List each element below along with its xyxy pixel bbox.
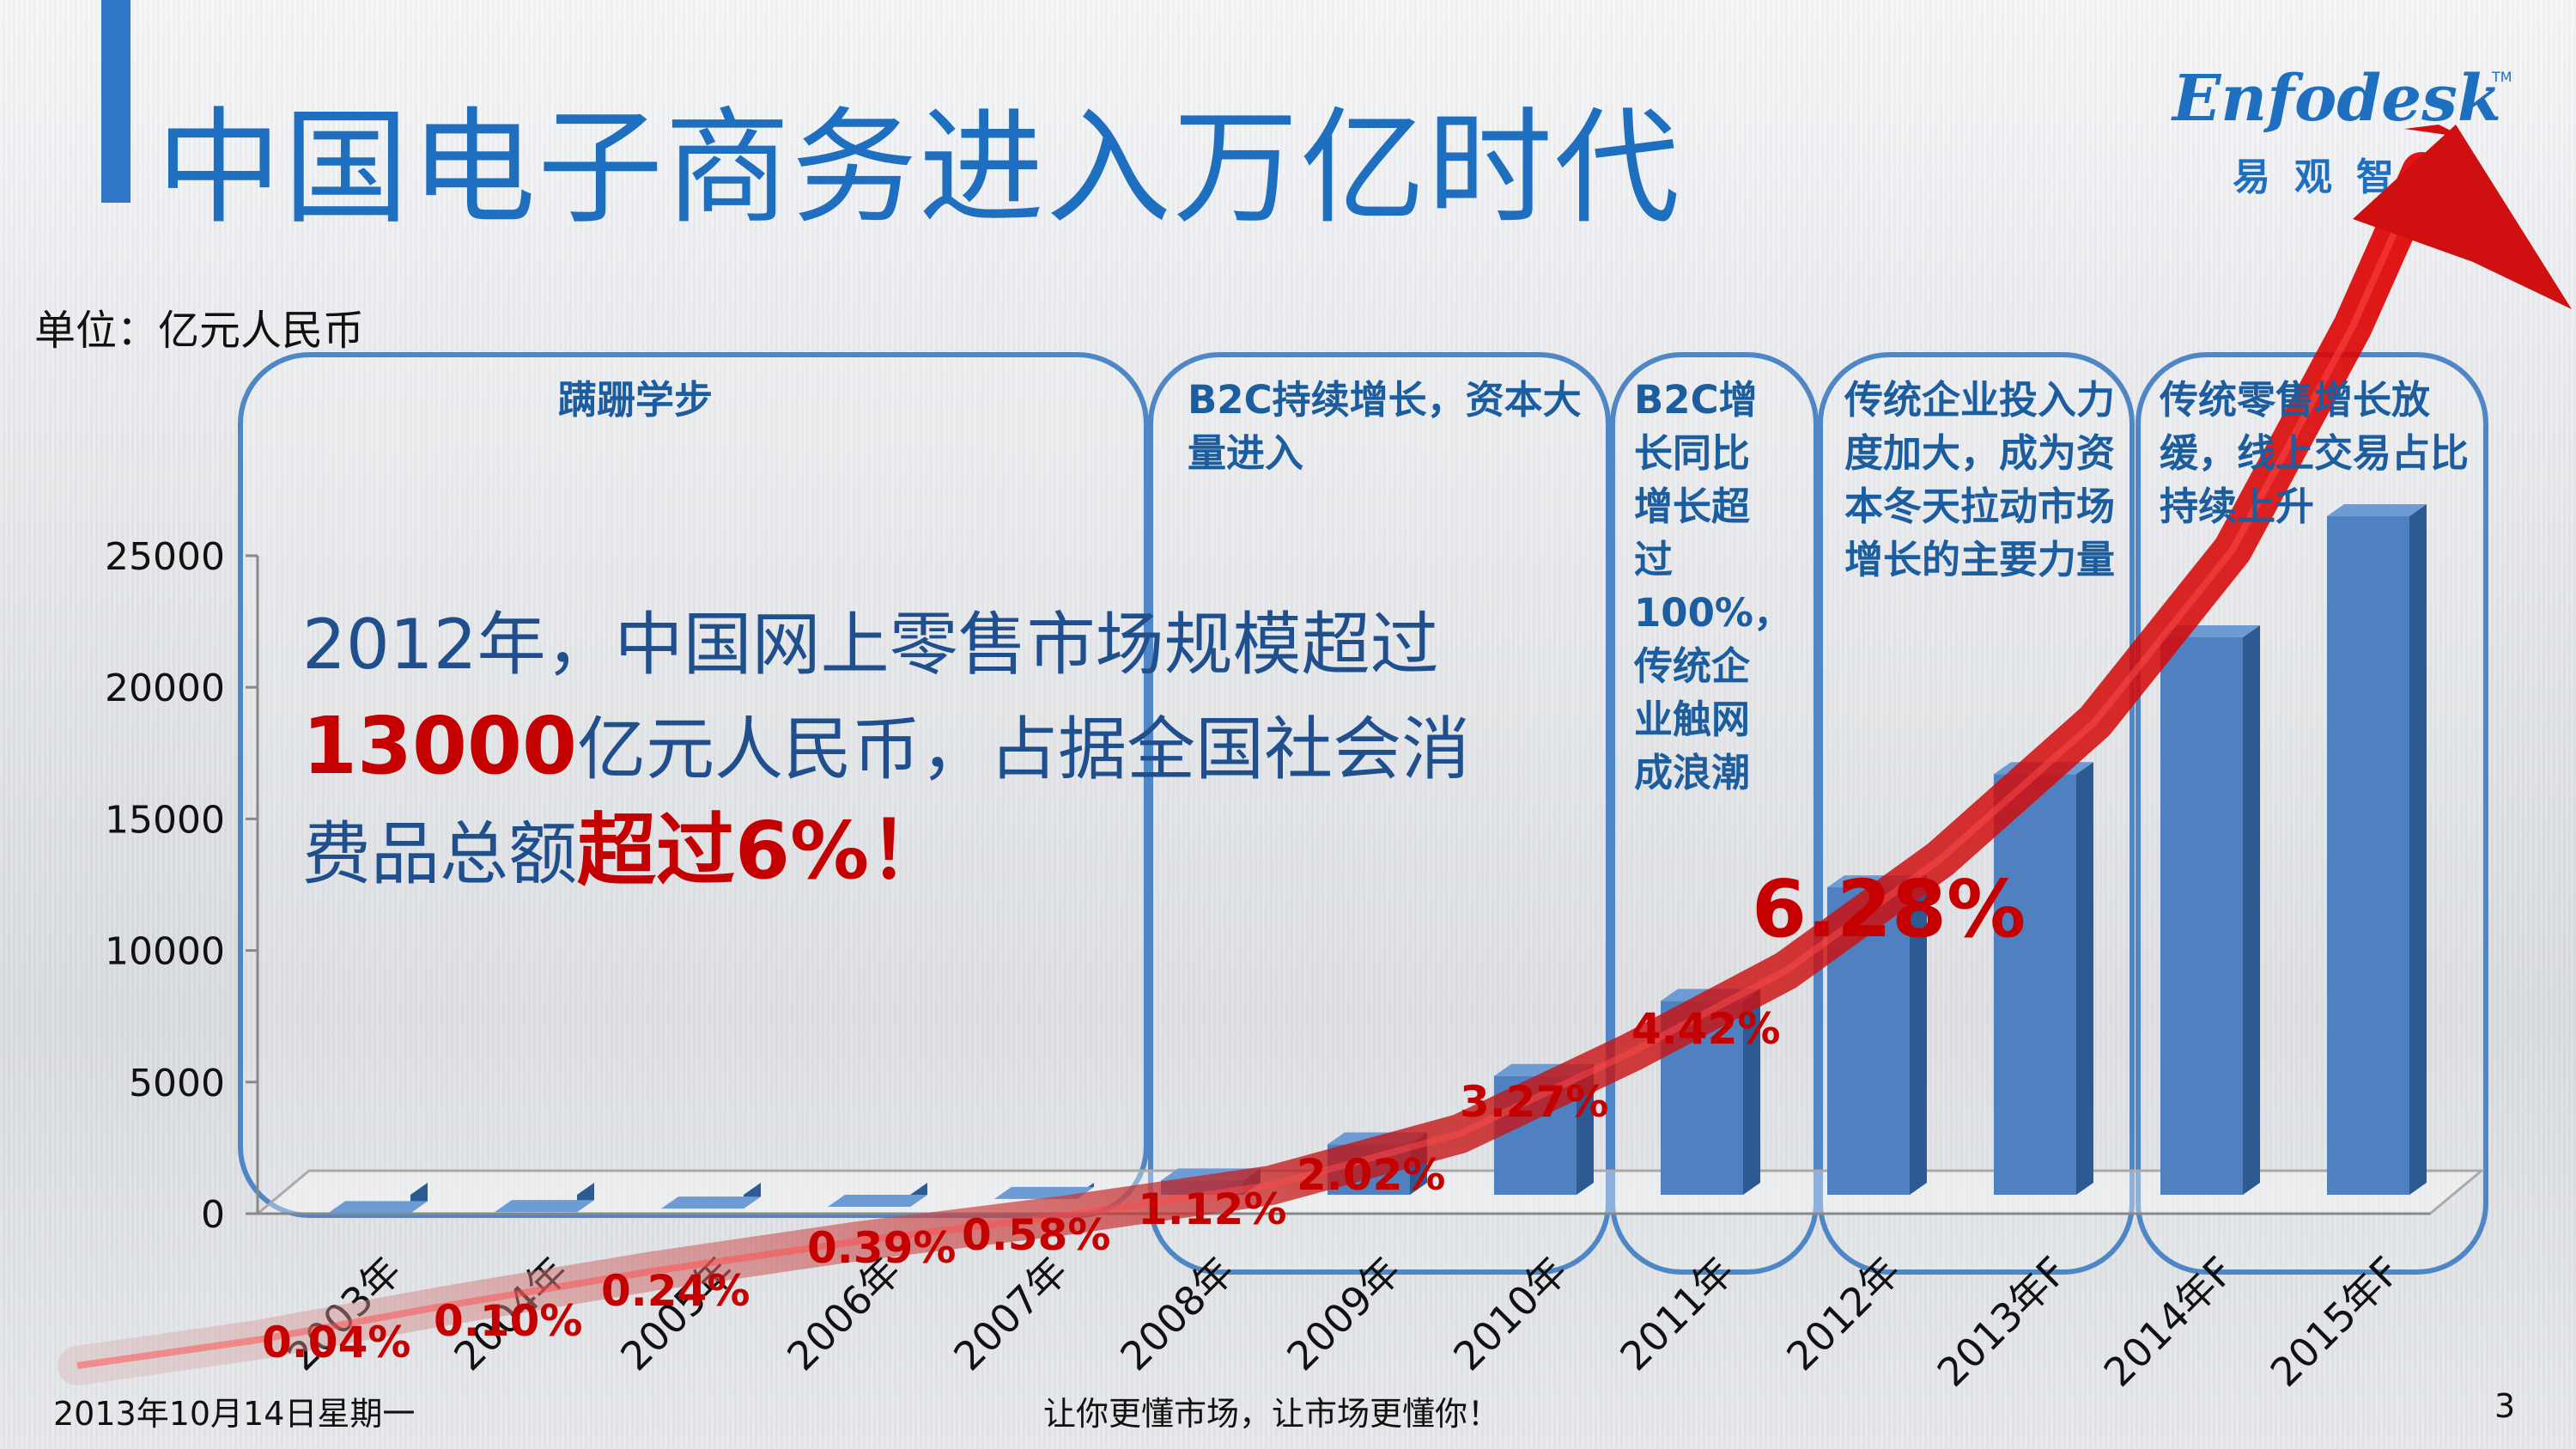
share-label: 0.24% xyxy=(601,1266,750,1316)
share-label: 1.12% xyxy=(1138,1184,1286,1234)
share-label: 6.28% xyxy=(1752,863,2026,955)
bar-side xyxy=(2076,762,2093,1195)
x-tick-label: 2014年F xyxy=(2095,1248,2243,1396)
logo-wordmark: Enfodesk xyxy=(2172,62,2502,136)
title-accent-bar xyxy=(101,0,131,203)
share-label: 0.04% xyxy=(262,1318,410,1367)
bar xyxy=(2160,636,2243,1195)
bar-side xyxy=(1743,989,1760,1195)
y-tick-label: 10000 xyxy=(105,930,225,974)
bar-side xyxy=(2409,504,2427,1195)
page-number: 3 xyxy=(2494,1387,2516,1425)
growth-arrow-highlight xyxy=(76,170,2425,1369)
share-label: 2.02% xyxy=(1297,1150,1445,1200)
stage-box-2 xyxy=(1148,352,1611,1275)
y-tick-label: 0 xyxy=(201,1193,225,1237)
logo-trademark: TM xyxy=(2492,69,2512,85)
footer-slogan: 让你更懂市场，让市场更懂你！ xyxy=(1043,1395,1501,1433)
bar-top xyxy=(495,1200,594,1213)
bar-top xyxy=(328,1201,428,1214)
callout-number: 13000 xyxy=(302,700,578,792)
share-label: 0.39% xyxy=(807,1223,956,1273)
stage-label-3: B2C增长同比增长超过100%，传统企业触网成浪潮 xyxy=(1634,377,1793,795)
bar-top xyxy=(661,1196,761,1209)
bar-side xyxy=(1910,875,1927,1195)
y-tick-label: 15000 xyxy=(105,798,225,842)
growth-arrow-head xyxy=(2353,125,2572,309)
stage-label-5: 传统零售增长放缓，线上交易占比持续上升 xyxy=(2160,377,2470,529)
x-tick-label: 2012年 xyxy=(1777,1248,1909,1379)
bar xyxy=(1994,774,2076,1195)
stage-label-1: 蹒跚学步 xyxy=(558,377,714,423)
x-tick-label: 2008年 xyxy=(1111,1248,1242,1379)
y-axis-unit-label: 单位：亿元人民币 xyxy=(34,307,365,355)
market-size-callout: 2012年，中国网上零售市场规模超过 13000亿元人民币，占据全国社会消 费品… xyxy=(302,594,1522,905)
share-label: 0.10% xyxy=(434,1296,582,1346)
share-label: 4.42% xyxy=(1631,1004,1780,1054)
stage-label-2: B2C持续增长，资本大量进入 xyxy=(1188,377,1582,476)
share-label: 3.27% xyxy=(1460,1077,1608,1127)
callout-line-3: 费品总额 xyxy=(302,814,577,894)
callout-line-1: 2012年，中国网上零售市场规模超过 xyxy=(302,605,1439,685)
stage-box-1 xyxy=(238,352,1149,1218)
y-tick-label: 5000 xyxy=(129,1062,225,1105)
bar-side xyxy=(2243,624,2260,1195)
bar-top xyxy=(2327,504,2427,517)
growth-arrow-tip xyxy=(2404,125,2464,137)
callout-line-2: 亿元人民币，占据全国社会消 xyxy=(577,709,1471,789)
bar-top xyxy=(828,1195,927,1208)
y-tick-label: 20000 xyxy=(105,667,225,710)
footer-date: 2013年10月14日星期一 xyxy=(53,1395,416,1433)
callout-highlight: 超过6%！ xyxy=(577,805,949,897)
share-label: 0.58% xyxy=(962,1210,1110,1260)
bar xyxy=(2327,516,2409,1195)
page-title: 中国电子商务进入万亿时代 xyxy=(156,95,1681,241)
y-tick-label: 25000 xyxy=(105,535,225,579)
x-tick-label: 2007年 xyxy=(945,1248,1076,1379)
stage-label-4: 传统企业投入力度加大，成为资本冬天拉动市场增长的主要力量 xyxy=(1844,377,2116,582)
